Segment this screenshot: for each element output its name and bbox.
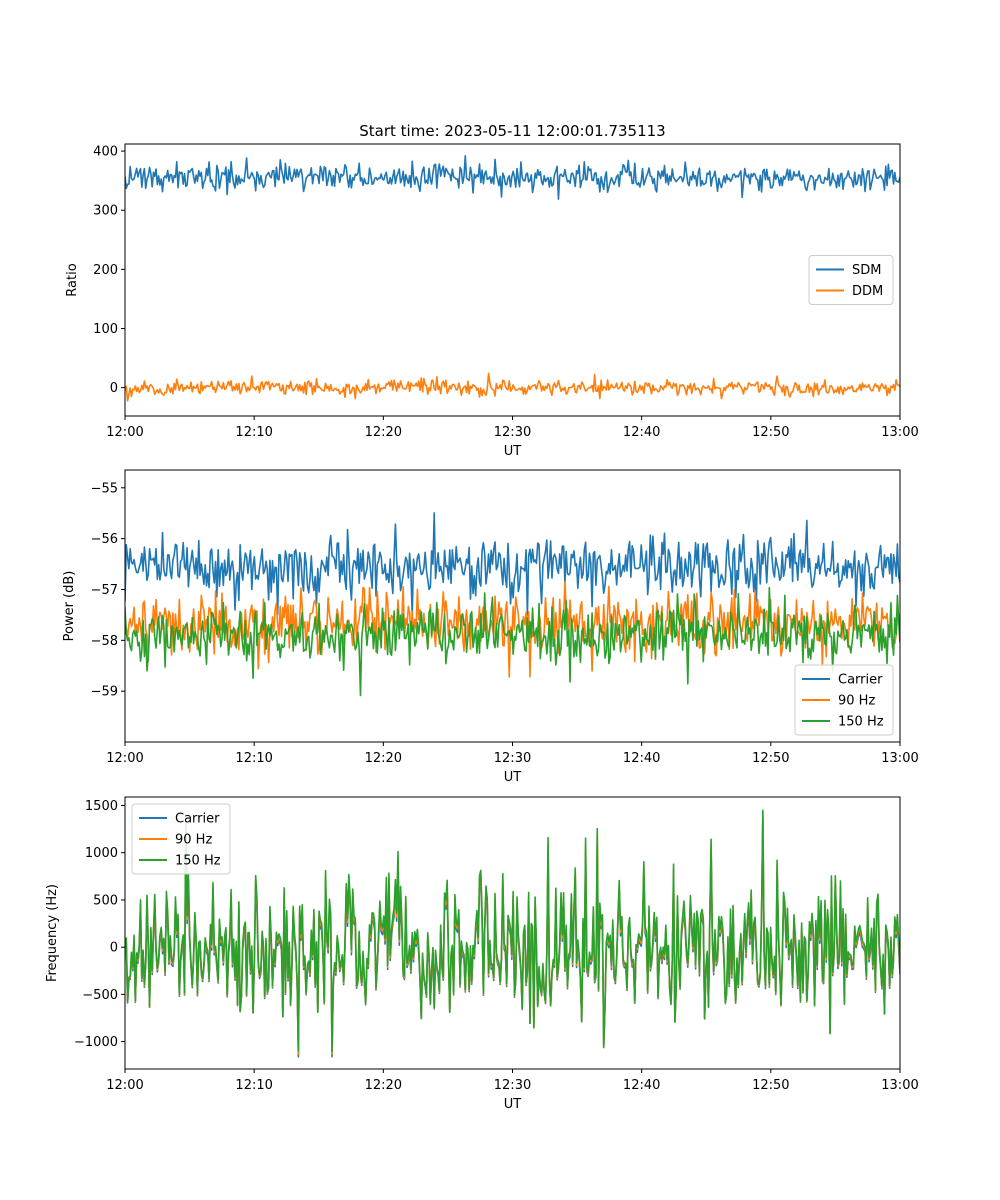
y-tick-label: 0 [110, 381, 118, 396]
series-line-carrier [125, 512, 900, 616]
panel-3: 12:00 12:10 12:20 12:30 12:40 12:50 13:00 −1000… [45, 796, 919, 1112]
plot-frame [124, 143, 901, 417]
y-axis-label: Power (dB) [62, 571, 77, 642]
legend: SDM DDM [808, 255, 894, 305]
legend-label: Carrier [838, 673, 883, 688]
figure-title: Start time: 2023-05-11 12:00:01.735113 [359, 122, 665, 140]
legend-label: SDM [852, 263, 881, 278]
y-axis-label: Ratio [65, 263, 80, 296]
x-tick-label: 12:00 [106, 1078, 143, 1093]
x-tick-label: 12:00 [106, 425, 143, 440]
x-tick-label: 12:30 [494, 1078, 531, 1093]
legend-box [794, 664, 894, 736]
y-tick-label: 1000 [85, 846, 118, 861]
x-tick-label: 13:00 [881, 1078, 918, 1093]
x-tick-label: 12:30 [494, 425, 531, 440]
series-line-ddm [125, 372, 900, 402]
legend: Carrier 90 Hz 150 Hz [794, 664, 894, 736]
legend: Carrier 90 Hz 150 Hz [131, 803, 231, 875]
x-tick-label: 12:40 [623, 425, 660, 440]
x-axis-label: UT [504, 444, 522, 459]
y-tick-label: −500 [82, 988, 118, 1003]
x-tick-label: 13:00 [881, 425, 918, 440]
series-line-150-hz [125, 809, 900, 1052]
x-tick-label: 12:10 [235, 425, 272, 440]
x-tick-label: 12:10 [235, 1078, 272, 1093]
legend-label: 90 Hz [838, 694, 875, 709]
x-axis-label: UT [504, 1097, 522, 1112]
legend-label: DDM [852, 284, 883, 299]
x-tick-label: 12:20 [365, 1078, 402, 1093]
x-tick-label: 12:10 [235, 751, 272, 766]
y-tick-label: −56 [91, 532, 118, 547]
y-tick-label: −55 [91, 481, 118, 496]
x-tick-label: 12:30 [494, 751, 531, 766]
x-tick-label: 12:40 [623, 1078, 660, 1093]
y-axis-label: Frequency (Hz) [45, 884, 60, 982]
y-tick-label: 400 [93, 145, 118, 160]
y-tick-label: 200 [93, 263, 118, 278]
y-tick-label: 300 [93, 204, 118, 219]
y-tick-label: −58 [91, 634, 118, 649]
panel-2: 12:00 12:10 12:20 12:30 12:40 12:50 13:00 −59 −5… [62, 469, 919, 785]
x-tick-label: 12:20 [365, 425, 402, 440]
x-tick-label: 12:40 [623, 751, 660, 766]
series-line-sdm [125, 155, 900, 200]
x-axis-label: UT [504, 770, 522, 785]
x-tick-label: 12:50 [752, 751, 789, 766]
legend-label: 150 Hz [175, 854, 221, 869]
legend-label: 150 Hz [838, 715, 884, 730]
series-line-150-hz [125, 586, 900, 697]
x-tick-label: 12:00 [106, 751, 143, 766]
y-tick-label: 0 [110, 941, 118, 956]
y-tick-label: −57 [91, 583, 118, 598]
y-tick-label: −1000 [74, 1035, 118, 1050]
x-tick-label: 12:20 [365, 751, 402, 766]
legend-label: Carrier [175, 812, 220, 827]
x-tick-label: 12:50 [752, 425, 789, 440]
legend-box [131, 803, 231, 875]
legend-box [808, 255, 894, 305]
x-tick-label: 12:50 [752, 1078, 789, 1093]
panel-1: 12:00 12:10 12:20 12:30 12:40 12:50 13:00 0 100 2… [65, 143, 919, 459]
y-tick-label: 100 [93, 322, 118, 337]
legend-label: 90 Hz [175, 833, 212, 848]
y-tick-label: 1500 [85, 799, 118, 814]
y-tick-label: −59 [91, 685, 118, 700]
y-tick-label: 500 [93, 893, 118, 908]
x-tick-label: 13:00 [881, 751, 918, 766]
